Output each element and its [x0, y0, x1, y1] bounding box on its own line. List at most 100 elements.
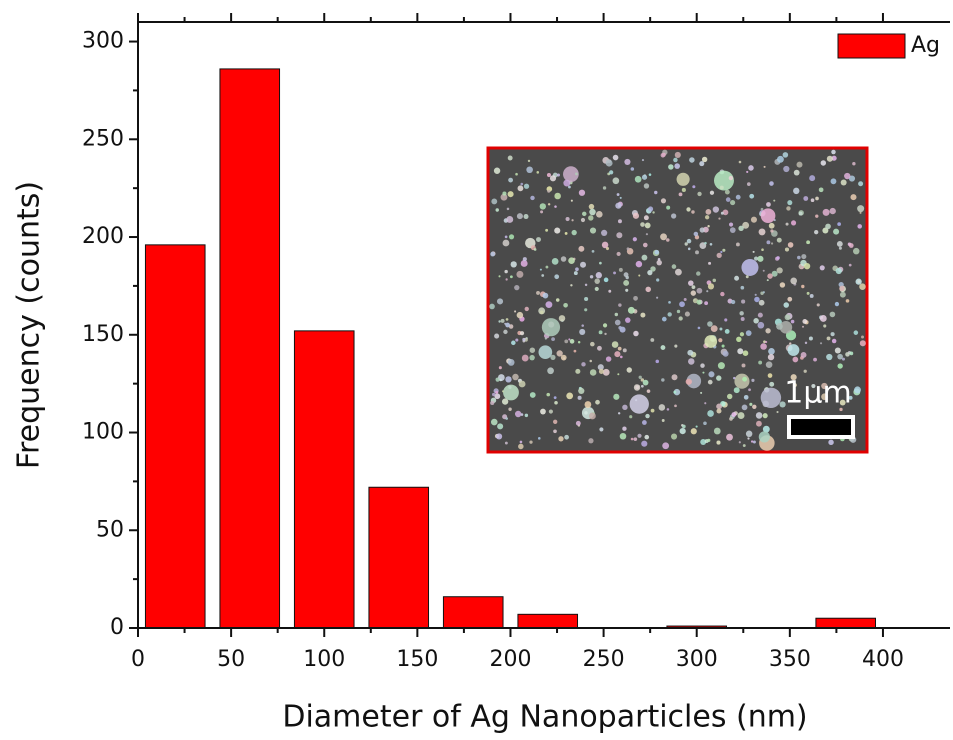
particle — [540, 310, 544, 314]
bar — [443, 597, 503, 628]
particle — [733, 377, 735, 379]
particle — [530, 347, 536, 353]
particle — [540, 203, 546, 209]
particle — [710, 191, 714, 195]
particle — [566, 392, 573, 399]
particle — [805, 342, 807, 344]
particle — [645, 287, 650, 292]
particle — [505, 442, 508, 445]
particle — [526, 166, 533, 173]
particle — [730, 200, 735, 205]
particle — [777, 156, 784, 163]
particle — [521, 413, 524, 416]
x-tick-label: 250 — [583, 647, 625, 672]
particle — [817, 303, 820, 306]
bar — [220, 69, 280, 628]
particle — [697, 288, 703, 294]
particle — [759, 228, 766, 235]
particle — [788, 344, 800, 356]
particle — [624, 159, 630, 165]
particle — [613, 155, 619, 161]
particle — [502, 192, 506, 196]
particle — [491, 199, 497, 205]
x-tick-label: 50 — [217, 647, 245, 672]
particle — [717, 253, 722, 258]
particle — [749, 403, 752, 406]
particle — [606, 247, 609, 250]
particle — [811, 198, 815, 202]
particle — [547, 367, 554, 374]
particle — [617, 252, 621, 256]
particle — [490, 401, 494, 405]
particle — [793, 188, 799, 194]
particle — [494, 168, 500, 174]
particle — [608, 290, 611, 293]
particle — [763, 291, 765, 293]
particle — [525, 414, 528, 417]
particle — [574, 350, 577, 353]
particle — [809, 337, 813, 341]
particle — [840, 292, 846, 298]
particle — [804, 370, 807, 373]
particle — [590, 227, 596, 233]
particle — [613, 177, 620, 184]
particle — [850, 194, 856, 200]
particle — [741, 286, 745, 290]
particle — [729, 417, 733, 421]
particle — [619, 268, 623, 272]
particle — [548, 203, 550, 205]
particle — [696, 271, 700, 275]
particle — [498, 320, 500, 322]
particle — [615, 320, 621, 326]
particle — [497, 423, 503, 429]
legend-label: Ag — [911, 33, 940, 58]
particle — [503, 240, 510, 247]
particle — [646, 233, 648, 235]
particle — [660, 233, 667, 240]
particle — [666, 238, 670, 242]
y-tick-label: 150 — [82, 322, 124, 347]
particle — [584, 308, 587, 311]
particle — [661, 153, 666, 158]
particle — [637, 434, 641, 438]
particle — [538, 437, 541, 440]
particle — [790, 278, 797, 285]
particle — [595, 287, 599, 291]
particle — [764, 166, 766, 168]
particle — [589, 360, 592, 363]
particle — [726, 197, 731, 202]
particle — [546, 393, 550, 397]
particle — [510, 275, 513, 278]
particle — [769, 181, 774, 186]
particle — [558, 436, 563, 441]
particle — [831, 150, 835, 154]
particle — [625, 317, 631, 323]
particle — [633, 237, 637, 241]
particle — [763, 413, 768, 418]
particle — [563, 303, 568, 308]
particle — [571, 200, 573, 202]
particle — [575, 267, 579, 271]
particle — [747, 182, 751, 186]
particle — [554, 274, 559, 279]
y-tick-label: 250 — [82, 126, 124, 151]
particle — [688, 248, 691, 251]
particle — [516, 271, 523, 278]
particle — [688, 358, 695, 365]
particle — [547, 173, 551, 177]
particle — [554, 396, 557, 399]
particle — [768, 373, 773, 378]
particle — [491, 419, 498, 426]
particle — [585, 401, 592, 408]
particle — [579, 190, 585, 196]
particle — [692, 185, 695, 188]
particle — [644, 183, 649, 188]
particle — [766, 202, 771, 207]
particle — [505, 236, 508, 239]
particle — [656, 360, 660, 364]
particle — [768, 354, 774, 360]
particle — [643, 380, 649, 386]
particle — [697, 192, 701, 196]
particle — [578, 388, 584, 394]
particle — [623, 348, 627, 352]
